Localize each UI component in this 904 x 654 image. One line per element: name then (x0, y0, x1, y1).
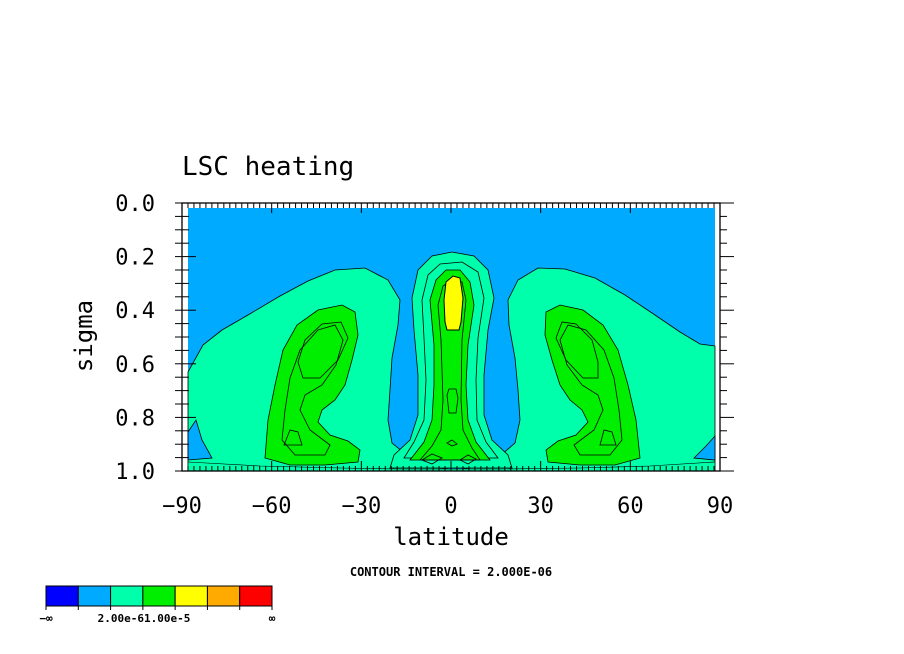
colorbar-swatch (110, 585, 144, 607)
y-tick-label: 0.2 (115, 246, 155, 271)
contour-line-south-core (297, 321, 349, 379)
contour-line-equator-2 (403, 261, 499, 459)
x-tick-label: 60 (617, 494, 644, 519)
contour-region-south-level4 (264, 304, 361, 466)
y-tick-label: 0.6 (115, 353, 155, 378)
contour-line-equator-low (446, 439, 458, 447)
colorbar-swatch (174, 585, 208, 607)
colorbar-label-mid: 2.00e-61.00e-5 (98, 612, 191, 625)
y-tick-label: 0.4 (115, 299, 155, 324)
colorbar-swatch (45, 585, 79, 607)
x-tick-label: 0 (444, 494, 457, 519)
contour-region-left-edge (187, 419, 213, 461)
x-tick-label: −60 (252, 494, 292, 519)
contour-line-south-small (283, 429, 303, 446)
contour-line-north-small (599, 429, 617, 446)
contour-region-right-edge (693, 434, 716, 461)
chart-title: LSC heating (182, 152, 354, 182)
colorbar-swatch (206, 585, 241, 607)
x-tick-label: 30 (527, 494, 554, 519)
colorbar (45, 585, 273, 610)
y-axis-label: sigma (70, 300, 98, 372)
contour-line-north-inner (559, 324, 623, 456)
x-tick-label: 90 (707, 494, 734, 519)
y-tick-labels: 0.0 0.2 0.4 0.6 0.8 1.0 (115, 192, 155, 485)
contour-interval-note: CONTOUR INTERVAL = 2.000E-06 (350, 565, 552, 579)
colorbar-label-left: −∞ (39, 612, 53, 625)
x-tick-labels: −90 −60 −30 0 30 60 90 (162, 494, 733, 519)
colorbar-swatch (142, 585, 176, 607)
x-tick-label: −30 (341, 494, 381, 519)
contour-region-equator-level5 (443, 275, 464, 331)
colorbar-swatch (77, 585, 112, 607)
contour-line-equator-bottom-left (421, 453, 443, 465)
contour-region-equator-level4 (409, 269, 491, 461)
axis-ticks (175, 202, 734, 472)
contour-region-north-level4 (544, 304, 641, 466)
contour-line-south-inner (281, 324, 344, 456)
contour-line-equator-bottom-right (459, 454, 477, 465)
contour-line-north-core (555, 321, 599, 379)
y-tick-label: 0.8 (115, 406, 155, 431)
colorbar-label-right: ∞ (269, 612, 276, 625)
x-tick-label: −90 (162, 494, 202, 519)
x-axis-label: latitude (393, 523, 509, 551)
y-tick-label: 0.0 (115, 192, 155, 217)
y-tick-label: 1.0 (115, 460, 155, 485)
colorbar-swatch (239, 585, 273, 607)
contour-line-equator-mid (446, 388, 459, 414)
